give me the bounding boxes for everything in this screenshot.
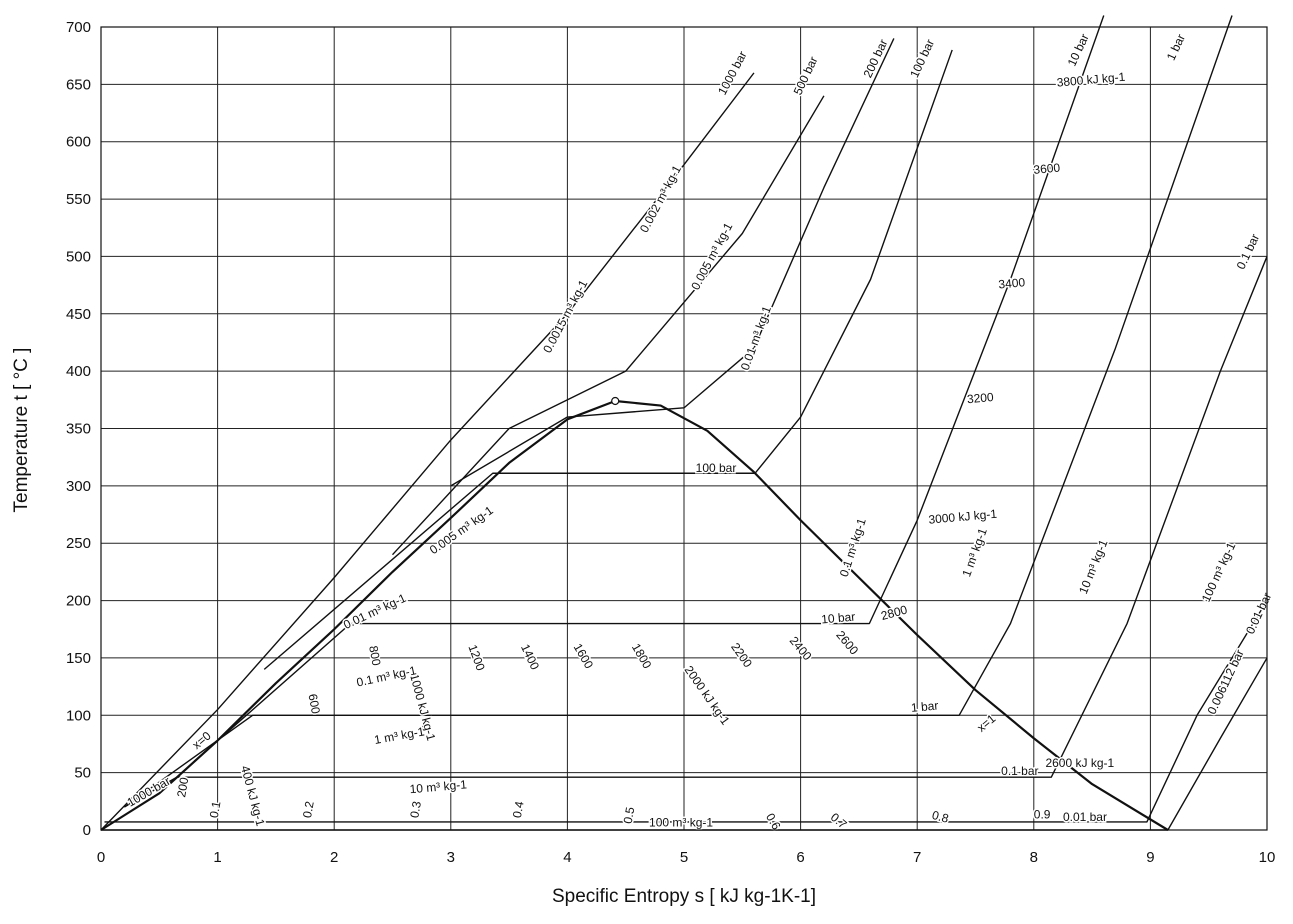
curve-label: 0.6 — [763, 811, 784, 833]
curve-label: 200 — [174, 776, 191, 798]
curve-label: 0.01 bar — [1243, 590, 1274, 636]
curve-label: 3200 — [966, 390, 994, 406]
curve-label: 100 m³ kg-1 — [649, 816, 713, 830]
isobar-line — [450, 38, 895, 487]
curve-label: 0.4 — [510, 800, 527, 819]
property-curves — [100, 15, 1268, 831]
curve-label: 0.8 — [930, 808, 950, 826]
x-tick-label: 4 — [563, 849, 571, 866]
curve-label: 2800 — [879, 602, 909, 623]
y-tick-label: 650 — [66, 76, 91, 93]
curve-label: 1800 — [629, 641, 655, 671]
curve-label: 1400 — [518, 642, 542, 672]
y-tick-label: 350 — [66, 421, 91, 438]
x-tick-label: 9 — [1146, 849, 1154, 866]
curve-label: 2000 kJ kg-1 — [682, 663, 733, 728]
curve-label: 800 — [366, 645, 383, 667]
y-tick-label: 0 — [83, 822, 91, 839]
curve-label: 3600 — [1033, 161, 1061, 177]
isobar-line — [391, 95, 825, 556]
curve-label: 0.1 m³ kg-1 — [355, 663, 418, 689]
grid — [100, 26, 1268, 831]
curve-label: 100 m³ kg-1 — [1199, 540, 1239, 604]
curve-label: 100 bar — [696, 461, 737, 475]
curve-label: 0.3 — [407, 800, 424, 819]
curve-label: 1 m³ kg-1 — [373, 724, 426, 747]
y-tick-label: 450 — [66, 306, 91, 323]
curve-label: 3000 kJ kg-1 — [928, 507, 998, 527]
curve-label: 10 m³ kg-1 — [1076, 537, 1111, 596]
isobar-line — [193, 15, 1105, 762]
curve-label: 10 m³ kg-1 — [409, 777, 468, 796]
x-tick-label: 6 — [796, 849, 804, 866]
y-tick-label: 600 — [66, 134, 91, 151]
curve-label: 0.7 — [828, 810, 850, 832]
curve-label: 100 bar — [907, 37, 937, 80]
y-tick-label: 50 — [74, 765, 91, 782]
curve-label: 1600 — [571, 641, 597, 671]
curve-label: 3400 — [998, 275, 1026, 291]
curve-label: 1 bar — [1164, 32, 1188, 63]
isobar-line — [123, 15, 1233, 808]
curve-label: 10 bar — [821, 610, 856, 627]
y-tick-label: 700 — [66, 19, 91, 36]
y-tick-label: 300 — [66, 478, 91, 495]
y-tick-label: 150 — [66, 650, 91, 667]
curve-label: 0.5 — [621, 806, 638, 825]
y-tick-label: 100 — [66, 707, 91, 724]
y-tick-label: 250 — [66, 535, 91, 552]
x-tick-label: 2 — [330, 849, 338, 866]
curve-label: 2400 — [787, 634, 815, 664]
curve-label: 400 kJ kg-1 — [238, 764, 268, 828]
x-tick-label: 0 — [97, 849, 105, 866]
curve-label: 500 bar — [791, 54, 821, 97]
y-axis-title: Temperature t [ °C ] — [11, 348, 32, 513]
curve-label: 0.9 — [1034, 808, 1051, 822]
curve-label: 0.1 bar — [1234, 232, 1262, 272]
curve-label: 1 m³ kg-1 — [959, 526, 990, 579]
curve-label: 3800 kJ kg-1 — [1056, 70, 1126, 90]
y-tick-label: 550 — [66, 191, 91, 208]
x-tick-label: 3 — [447, 849, 455, 866]
x-tick-label: 7 — [913, 849, 921, 866]
isobar-line — [104, 600, 1268, 823]
curve-label: 0.01 bar — [1063, 810, 1107, 824]
x-tick-label: 8 — [1030, 849, 1038, 866]
y-tick-label: 400 — [66, 363, 91, 380]
y-tick-label: 500 — [66, 248, 91, 265]
x-axis-title: Specific Entropy s [ kJ kg-1K-1] — [552, 886, 816, 907]
curve-label: 600 — [306, 693, 323, 715]
curve-label: 2600 kJ kg-1 — [1045, 756, 1114, 770]
curve-label: 2200 — [728, 640, 755, 670]
x-tick-label: 1 — [213, 849, 221, 866]
curve-label: 200 bar — [861, 37, 891, 80]
curve-label: 0.1 bar — [1001, 764, 1038, 778]
curve-label: 1000 bar — [715, 49, 750, 97]
curve-label: 1 bar — [910, 699, 938, 715]
isobar-line — [263, 49, 953, 670]
curve-label: 0.2 — [300, 800, 317, 819]
x-tick-label: 10 — [1259, 849, 1276, 866]
axis-ticks: 0 1 2 3 4 5 6 7 8 9 100501001502002503003504004505… — [66, 19, 1275, 866]
critical-point — [611, 396, 620, 406]
curve-label: x=1 — [974, 711, 998, 735]
isobar-line — [100, 72, 755, 831]
x-tick-label: 5 — [680, 849, 688, 866]
curve-label: 1000 bar — [125, 774, 173, 810]
plot-frame — [100, 26, 1268, 831]
curve-label: 0.0015 m³ kg-1 — [540, 277, 590, 355]
isobar-line — [123, 256, 1268, 808]
y-tick-label: 200 — [66, 593, 91, 610]
saturation-vapor-line — [615, 399, 1169, 831]
curve-label: 2600 — [833, 628, 861, 658]
curve-label: 0.1 m³ kg-1 — [837, 516, 869, 578]
curve-label: 0.1 — [207, 800, 224, 819]
saturation-liquid-line — [100, 399, 616, 831]
